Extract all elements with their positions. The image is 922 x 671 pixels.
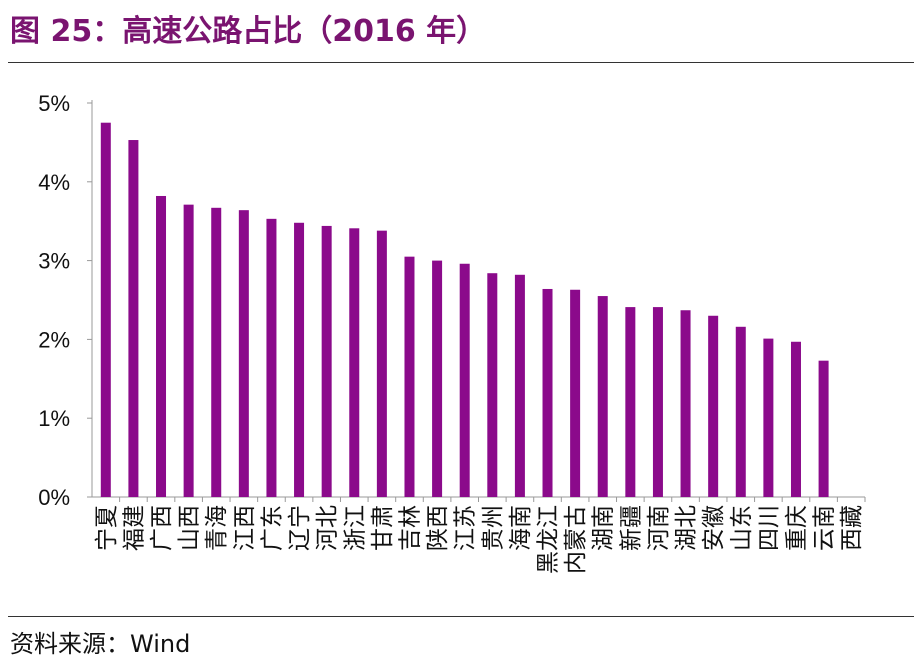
x-tick-label: 贵州 bbox=[480, 505, 506, 551]
x-tick-label: 江西 bbox=[232, 505, 258, 551]
y-tick-label: 0% bbox=[38, 485, 70, 510]
y-tick-label: 4% bbox=[38, 170, 70, 195]
x-tick-label: 宁夏 bbox=[94, 505, 120, 551]
bar bbox=[432, 260, 443, 497]
x-tick-label: 湖北 bbox=[674, 505, 700, 551]
x-tick-label: 黑龙江 bbox=[536, 505, 562, 574]
x-tick-label: 新疆 bbox=[618, 505, 644, 551]
bar bbox=[404, 256, 415, 497]
x-tick-label: 吉林 bbox=[397, 505, 423, 551]
bar bbox=[514, 274, 525, 497]
y-tick-label: 1% bbox=[38, 406, 70, 431]
bar bbox=[128, 140, 139, 497]
bar bbox=[376, 230, 387, 497]
top-divider bbox=[8, 62, 914, 63]
x-tick-label: 海南 bbox=[508, 505, 534, 551]
x-tick-label: 重庆 bbox=[784, 505, 810, 551]
x-tick-label: 广东 bbox=[259, 505, 285, 551]
x-tick-label: 河南 bbox=[646, 505, 672, 551]
bar bbox=[597, 296, 608, 497]
y-tick-label: 3% bbox=[38, 249, 70, 274]
x-tick-label: 内蒙古 bbox=[563, 505, 589, 574]
bar bbox=[156, 195, 167, 497]
bar bbox=[818, 360, 829, 497]
x-tick-label: 青海 bbox=[204, 505, 230, 551]
x-tick-label: 福建 bbox=[121, 505, 147, 551]
bar bbox=[763, 338, 774, 497]
bottom-divider bbox=[8, 616, 914, 617]
bar bbox=[570, 289, 581, 497]
bar bbox=[735, 326, 746, 497]
x-tick-label: 湖南 bbox=[591, 505, 617, 551]
bar bbox=[183, 204, 194, 498]
bar bbox=[625, 307, 636, 497]
x-tick-label: 广西 bbox=[149, 505, 175, 551]
y-tick-label: 2% bbox=[38, 327, 70, 352]
figure-title: 图 25：高速公路占比（2016 年） bbox=[10, 14, 487, 49]
x-tick-label: 云南 bbox=[812, 505, 838, 551]
x-tick-label: 河北 bbox=[315, 505, 341, 551]
bar bbox=[321, 225, 332, 498]
x-tick-label: 西藏 bbox=[839, 505, 865, 551]
bar bbox=[211, 207, 222, 497]
x-tick-label: 辽宁 bbox=[287, 505, 313, 551]
bar bbox=[100, 122, 111, 497]
y-tick-label: 5% bbox=[38, 91, 70, 116]
bar bbox=[542, 288, 553, 497]
bar bbox=[652, 307, 663, 497]
bar bbox=[266, 218, 277, 497]
x-tick-label: 山西 bbox=[177, 505, 203, 551]
bar bbox=[790, 341, 801, 497]
bar bbox=[349, 228, 360, 498]
x-tick-label: 四川 bbox=[756, 505, 782, 551]
bar bbox=[238, 210, 249, 497]
bar bbox=[487, 273, 498, 497]
bar bbox=[459, 263, 470, 497]
x-tick-label: 浙江 bbox=[342, 505, 368, 551]
bar bbox=[708, 315, 719, 497]
bar bbox=[294, 222, 305, 497]
x-tick-label: 山东 bbox=[729, 505, 755, 551]
x-tick-label: 安徽 bbox=[701, 505, 727, 551]
x-tick-label: 甘肃 bbox=[370, 505, 396, 551]
x-tick-label: 陕西 bbox=[425, 505, 451, 551]
source-note: 资料来源：Wind bbox=[10, 630, 191, 658]
bar bbox=[680, 310, 691, 497]
x-tick-label: 江苏 bbox=[453, 505, 479, 551]
